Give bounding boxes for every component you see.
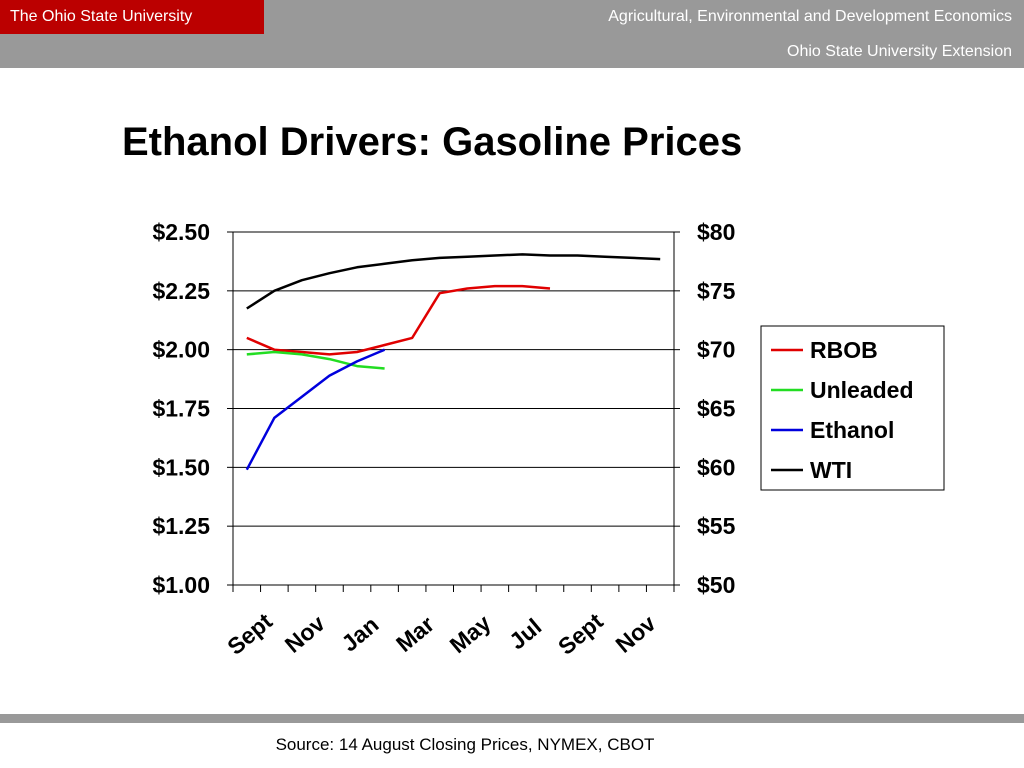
- y-tick-label: $1.00: [152, 572, 210, 598]
- x-tick-label: Sept: [222, 608, 277, 660]
- legend-box: [760, 325, 945, 491]
- y-tick-label: $2.00: [152, 337, 210, 363]
- university-tab[interactable]: The Ohio State University: [0, 0, 264, 34]
- y-tick-label: $1.50: [152, 454, 210, 480]
- y2-tick-label: $70: [697, 337, 735, 363]
- y2-tick-label: $75: [697, 278, 736, 304]
- y-tick-label: $2.25: [152, 278, 210, 304]
- x-tick-label: Mar: [391, 611, 439, 657]
- department-name: Agricultural, Environmental and Developm…: [608, 8, 1012, 25]
- y-tick-label: $1.25: [152, 513, 210, 539]
- legend-label: RBOB: [810, 337, 878, 363]
- x-tick-label: Jan: [336, 611, 383, 656]
- y2-tick-label: $55: [697, 513, 736, 539]
- y-tick-label: $2.50: [152, 219, 210, 245]
- source-note: Source: 14 August Closing Prices, NYMEX,…: [275, 735, 655, 754]
- x-tick-label: Sept: [553, 608, 608, 660]
- extension-name: Ohio State University Extension: [787, 43, 1012, 60]
- y2-tick-label: $60: [697, 454, 735, 480]
- series-line-unleaded: [246, 350, 385, 370]
- series-line-rbob: [246, 284, 551, 356]
- y2-tick-label: $80: [697, 219, 735, 245]
- legend-label: Ethanol: [810, 417, 894, 443]
- x-tick-label: Nov: [280, 610, 330, 658]
- gasoline-price-chart: $2.50 $2.25 $2.00 $1.75 $1.50 $1.25 $1.00 $80 $7…: [152, 219, 945, 660]
- x-tick-label: May: [445, 609, 496, 658]
- series-line-ethanol: [245, 348, 386, 471]
- y2-tick-label: $50: [697, 572, 735, 598]
- legend-label: Unleaded: [810, 377, 914, 403]
- y2-tick-label: $65: [697, 396, 736, 422]
- slide-title: Ethanol Drivers: Gasoline Prices: [122, 120, 743, 164]
- y-tick-label: $1.75: [152, 396, 210, 422]
- x-tick-label: Jul: [504, 613, 546, 654]
- x-tick-label: Nov: [611, 610, 661, 658]
- series-line-wti: [246, 253, 661, 310]
- footer-bar: [0, 714, 1024, 723]
- legend-label: WTI: [810, 457, 852, 483]
